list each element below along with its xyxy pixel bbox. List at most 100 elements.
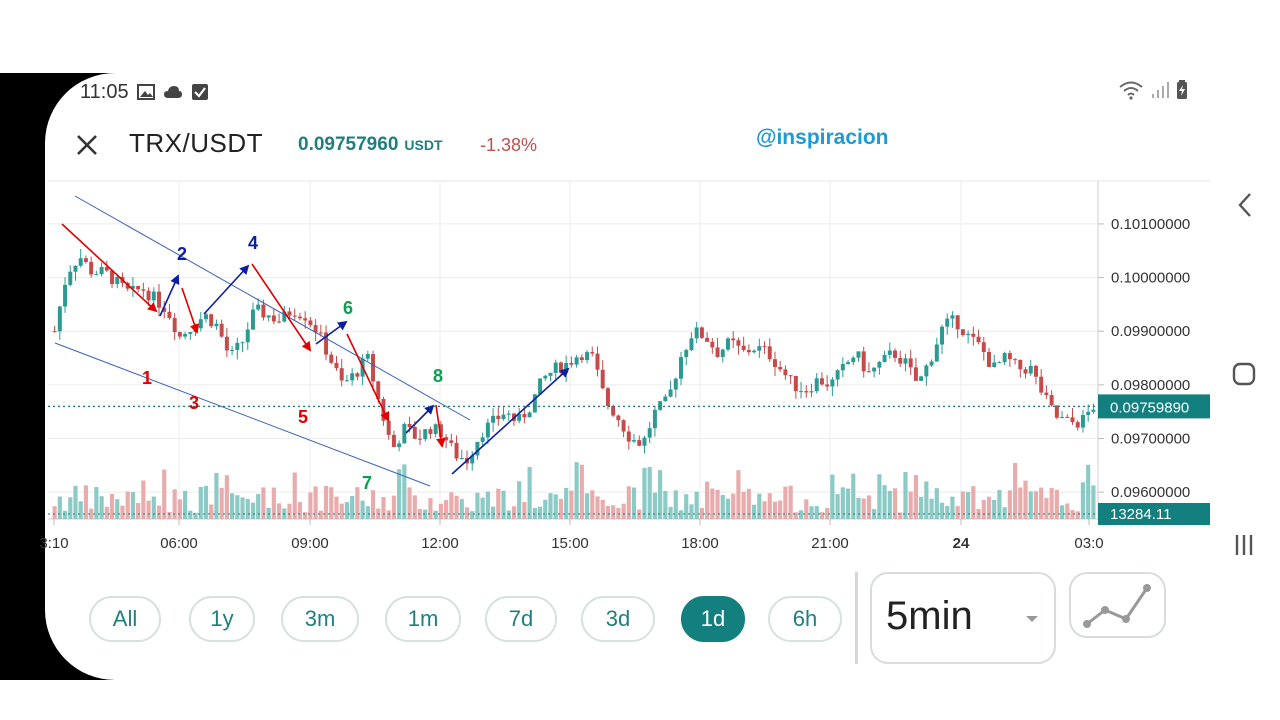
candle-body (913, 367, 918, 381)
range-3m-button[interactable]: 3m (281, 596, 359, 642)
volume-bar (981, 499, 986, 519)
candle-body (668, 389, 673, 397)
volume-bar (652, 492, 657, 519)
chart-type-button[interactable] (1069, 572, 1166, 638)
volume-bar (491, 506, 496, 519)
candle-body (214, 323, 219, 327)
volume-bar (109, 493, 115, 519)
candle-body (219, 323, 224, 337)
volume-bar (710, 488, 715, 519)
volume-bar (772, 501, 778, 519)
volume-bar (459, 499, 464, 519)
volume-bar (851, 473, 856, 519)
back-nav-icon (1238, 193, 1251, 217)
volume-bar (830, 474, 835, 519)
volume-bar (1065, 503, 1070, 519)
candle-body (929, 361, 934, 366)
volume-bar (699, 507, 704, 519)
candle-body (694, 327, 699, 339)
volume-bar (955, 506, 960, 519)
x-tick-label: 12:00 (421, 535, 459, 552)
candle-body (428, 429, 433, 434)
volume-bar (741, 491, 746, 519)
candle-body (705, 337, 710, 342)
candle-body (418, 438, 422, 440)
volume-bar (99, 496, 104, 519)
volume-bar (663, 490, 668, 519)
volume-bar (287, 503, 292, 519)
volume-bar (877, 474, 882, 519)
candle-body (830, 379, 835, 387)
candle-body (334, 362, 339, 369)
volume-bar (172, 489, 177, 519)
volume-bar (960, 491, 965, 519)
volume-bar (151, 496, 156, 519)
volume-bar (360, 500, 365, 519)
volume-bar (725, 498, 731, 519)
volume-bar (276, 503, 282, 519)
volume-bar (825, 508, 830, 519)
volume-bar (517, 481, 522, 519)
x-tick-label: 21:00 (811, 535, 849, 552)
range-1m-button[interactable]: 1m (385, 596, 461, 642)
close-button[interactable] (70, 128, 104, 162)
line-chart-icon (1083, 584, 1151, 628)
range-1y-button[interactable]: 1y (189, 596, 255, 642)
wifi-icon (1119, 81, 1143, 100)
volume-bar (156, 505, 162, 519)
candle-body (297, 316, 302, 319)
range-6h-button[interactable]: 6h (768, 596, 842, 642)
volume-bar (83, 485, 89, 519)
volume-bar (595, 496, 600, 519)
volume-bar (856, 497, 861, 519)
x-tick-label: 18:00 (681, 535, 719, 552)
volume-bar (720, 495, 725, 519)
volume-bar (1086, 464, 1091, 519)
volume-bar (778, 500, 783, 519)
volume-bar (68, 497, 73, 519)
range-all-button[interactable]: All (89, 596, 161, 642)
volume-bar (819, 512, 825, 519)
candle-body (846, 362, 851, 364)
volume-bars (52, 462, 1096, 519)
volume-bar (600, 499, 605, 519)
candle-body (198, 319, 203, 329)
candle-body (454, 442, 459, 459)
checkbox-icon (191, 84, 208, 100)
wave-arrow (435, 404, 446, 448)
candle-body (318, 332, 323, 334)
candle-body (558, 362, 563, 373)
candle-body (1028, 365, 1033, 374)
x-tick-label: 3:10 (39, 535, 68, 552)
volume-bar (929, 498, 934, 519)
volume-bar (397, 469, 402, 519)
volume-bar (798, 510, 804, 519)
candle-body (1091, 409, 1096, 412)
range-7d-button[interactable]: 7d (485, 596, 557, 642)
volume-bar (605, 505, 611, 519)
candle-body (757, 346, 762, 351)
wave-label: 6 (343, 298, 353, 318)
range-3d-button[interactable]: 3d (581, 596, 655, 642)
chevron-down-icon (1026, 616, 1038, 622)
candle-body (459, 458, 464, 460)
candle-body (68, 271, 73, 285)
candle-body (887, 350, 892, 355)
home-nav-icon (1232, 362, 1256, 386)
candle-body (172, 318, 177, 333)
volume-bar (950, 496, 955, 519)
candle-body (209, 314, 214, 327)
candle-body (104, 267, 109, 271)
candle-body (752, 350, 757, 353)
candle-body (1060, 416, 1065, 418)
range-1d-button[interactable]: 1d (681, 596, 745, 642)
volume-bar (767, 493, 772, 519)
volume-bar (78, 501, 83, 519)
battery-icon (1177, 80, 1187, 99)
volume-bar (715, 489, 720, 519)
interval-select[interactable]: 5min (870, 572, 1056, 664)
volume-bar (548, 493, 553, 519)
volume-bar (631, 487, 637, 519)
y-tick-label: 0.10100000 (1111, 216, 1190, 233)
